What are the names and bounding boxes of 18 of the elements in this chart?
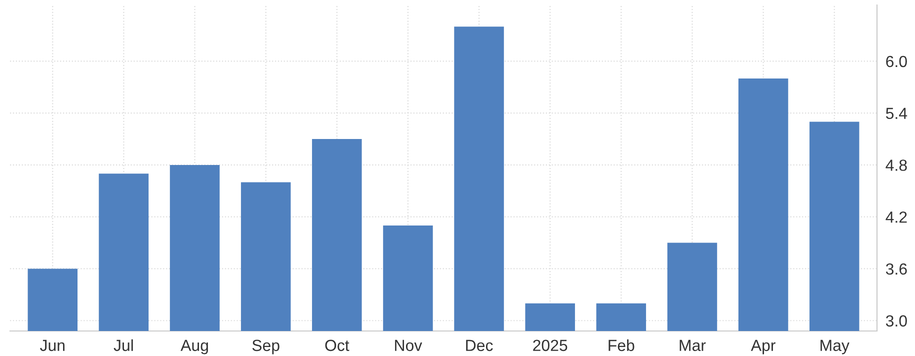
y-tick-label: 3.0 — [886, 315, 907, 327]
x-tick-label: May — [820, 340, 850, 354]
x-tick-label: Jun — [40, 340, 64, 352]
x-tick-label: Sep — [252, 340, 280, 354]
y-tick-label: 5.4 — [886, 108, 908, 120]
x-tick-label: Feb — [608, 339, 634, 352]
x-tick-label: Jul — [114, 339, 133, 352]
y-tick-label: 4.8 — [886, 160, 907, 171]
x-tick-label: Apr — [750, 340, 776, 354]
x-tick-label: Mar — [680, 340, 706, 352]
x-tick-label: Nov — [395, 340, 422, 352]
y-tick-label: 3.6 — [886, 263, 907, 275]
x-tick-label: Aug — [180, 340, 208, 354]
y-tick-label: 6.0 — [886, 56, 907, 68]
y-tick-label: 4.2 — [886, 211, 907, 223]
x-tick-label: Dec — [466, 340, 493, 352]
x-tick-label: 2025 — [533, 340, 568, 352]
x-tick-label: Oct — [325, 340, 350, 352]
